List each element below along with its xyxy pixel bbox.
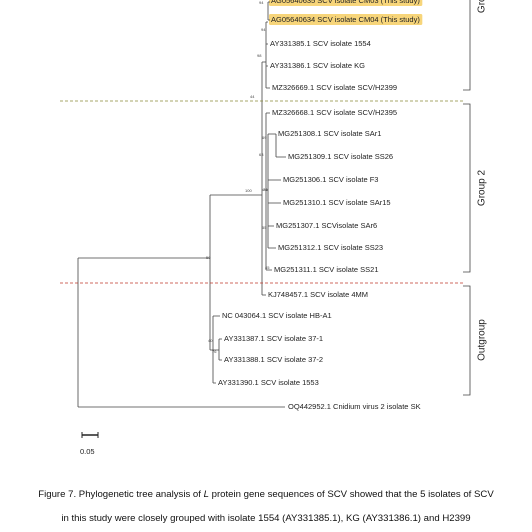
leaf-label: MG251308.1 SCV isolate SAr1 [278,129,381,138]
bootstrap-value: 73 [263,187,268,192]
group-label: Group 1 [477,0,488,13]
caption-part: L [204,489,209,500]
group-bracket [463,0,471,91]
bootstrap-value: 45 [265,265,270,270]
bootstrap-value: 44 [250,94,255,99]
bootstrap-value: 69 [262,135,267,140]
caption: Figure 7. Phylogenetic tree analysis of … [38,489,494,500]
leaf-label: MG251309.1 SCV isolate SS26 [288,152,393,161]
leaf-label: MZ326669.1 SCV isolate SCV/H2399 [272,83,397,92]
leaf-label: MG251307.1 SCVisolate SAr6 [276,221,377,230]
bootstrap-value: 55 [262,225,267,230]
leaf-label: AY331390.1 SCV isolate 1553 [218,378,319,387]
caption: in this study were closely grouped with … [61,513,470,524]
leaf-label: AG05640634 SCV isolate CM04 (This study) [271,15,420,24]
group-label: Group 2 [477,169,488,206]
leaf-label: OQ442952.1 Cnidium virus 2 isolate SK [288,402,421,411]
highlight [269,0,423,6]
tree-branches [77,1,286,408]
scale-label: 0.05 [80,447,95,456]
leaf-label: AY331385.1 SCV isolate 1554 [270,39,371,48]
leaf-label: MG251312.1 SCV isolate SS23 [278,243,383,252]
leaf-label: MG251310.1 SCV isolate SAr15 [283,198,391,207]
bootstrap-value: 100 [245,188,252,193]
group-bracket [463,285,471,396]
leaf-label: MG251306.1 SCV isolate F3 [283,175,378,184]
leaf-label: NC 043064.1 SCV isolate HB-A1 [222,311,332,320]
bootstrap-value: 63 [259,152,264,157]
leaf-label: KJ748457.1 SCV isolate 4MM [268,290,368,299]
leaf-label: AG05640635 SCV isolate CM03 (This study) [271,0,420,5]
caption-part: Figure 7. Phylogenetic tree analysis of [38,489,203,500]
bootstrap-value: 94 [261,27,266,32]
leaf-label: AY331388.1 SCV isolate 37-2 [224,355,323,364]
leaf-label: AY331387.1 SCV isolate 37-1 [224,334,323,343]
bootstrap-value: 76 [212,349,217,354]
bootstrap-value: 40 [208,338,213,343]
bootstrap-value: 50 [206,255,211,260]
caption-part: protein gene sequences of SCV showed tha… [209,489,494,500]
leaf-label: AY331386.1 SCV isolate KG [270,61,365,70]
leaf-label: MG251311.1 SCV isolate SS21 [274,265,379,274]
highlight [269,13,423,25]
leaf-label: MZ326668.1 SCV isolate SCV/H2395 [272,108,397,117]
bootstrap-value: 94 [259,0,264,5]
bootstrap-value: 98 [257,53,262,58]
group-label: Outgroup [477,319,488,361]
group-bracket [463,103,471,273]
